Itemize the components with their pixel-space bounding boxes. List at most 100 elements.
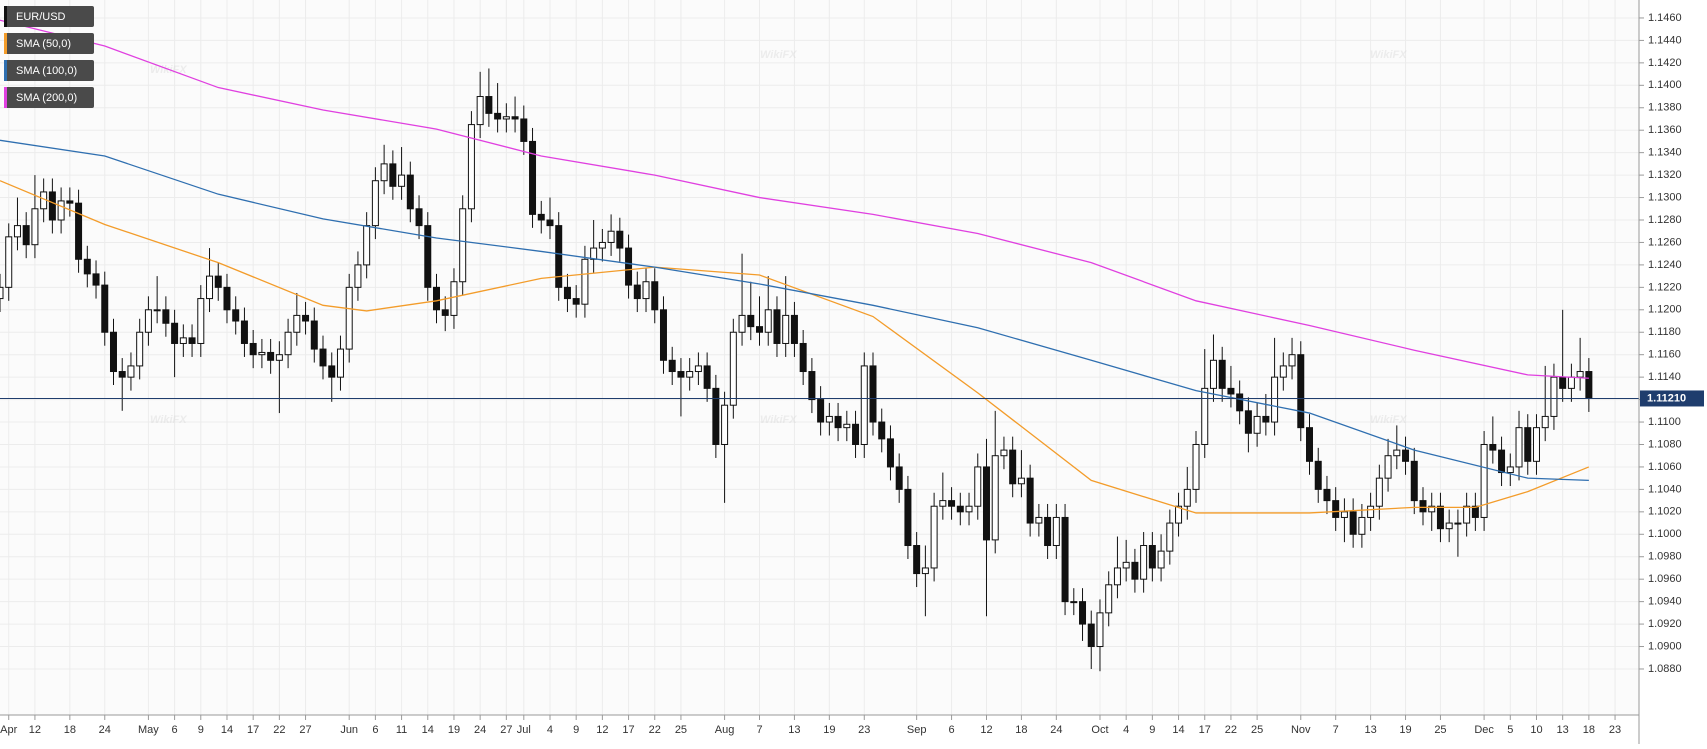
candle-body xyxy=(747,314,755,328)
candle-body xyxy=(921,567,929,575)
candle-body xyxy=(991,455,999,541)
candle-body xyxy=(651,281,659,311)
y-tick-label: 1.0900 xyxy=(1648,640,1682,652)
candle-body xyxy=(101,284,109,333)
candle-body xyxy=(1323,488,1331,502)
candle-body xyxy=(677,371,685,378)
candle-body xyxy=(336,348,344,378)
y-tick-label: 1.1460 xyxy=(1648,12,1682,24)
candle-body xyxy=(1375,477,1383,507)
candle-body xyxy=(1244,410,1252,434)
candle-body xyxy=(441,309,449,316)
y-tick-label: 1.1440 xyxy=(1648,34,1682,46)
candle-body xyxy=(1306,427,1313,462)
candle-body xyxy=(293,314,301,333)
x-tick-label: 25 xyxy=(675,724,687,736)
y-tick-label: 1.0920 xyxy=(1648,618,1682,630)
candle-body xyxy=(659,309,667,361)
candle-body xyxy=(1026,477,1034,524)
x-tick-label: 22 xyxy=(1225,724,1237,736)
candle-body xyxy=(642,281,650,300)
x-tick-label: 23 xyxy=(858,724,870,736)
x-tick-label: 24 xyxy=(1050,724,1062,736)
candle-body xyxy=(520,118,528,142)
x-tick-label: 6 xyxy=(172,724,178,736)
x-tick-label: 19 xyxy=(1399,724,1411,736)
candle-body xyxy=(1393,449,1401,457)
candle-body xyxy=(1480,443,1488,518)
candle-body xyxy=(328,365,336,378)
x-tick-label: Apr xyxy=(0,724,17,736)
y-tick-label: 1.1180 xyxy=(1648,326,1681,338)
candle-body xyxy=(1035,516,1043,524)
x-tick-label: 23 xyxy=(1609,724,1621,736)
candle-body xyxy=(214,275,222,288)
candle-body xyxy=(1061,516,1069,603)
y-tick-label: 1.0980 xyxy=(1648,551,1682,563)
y-tick-label: 1.1020 xyxy=(1648,506,1682,518)
x-tick-label: 4 xyxy=(1123,724,1129,736)
candle-body xyxy=(415,208,423,227)
candle-body xyxy=(1550,376,1558,417)
candle-body xyxy=(1096,612,1104,648)
candle-body xyxy=(83,258,91,275)
x-tick-label: 13 xyxy=(1557,724,1569,736)
y-tick-label: 1.0960 xyxy=(1648,573,1682,585)
candle-body xyxy=(92,273,100,286)
candle-body xyxy=(109,331,117,373)
x-tick-label: Sep xyxy=(907,724,927,736)
sma-line xyxy=(0,180,1590,514)
candle-body xyxy=(694,365,702,373)
candle-body xyxy=(668,359,676,373)
candle-body xyxy=(162,309,170,324)
x-tick-label: 5 xyxy=(1507,724,1513,736)
candle-body xyxy=(1271,376,1279,423)
candle-body xyxy=(607,230,615,243)
plot xyxy=(0,19,1639,672)
sma-line xyxy=(0,139,1589,482)
x-tick-label: 13 xyxy=(788,724,800,736)
candle-body xyxy=(852,423,860,445)
y-tick-label: 1.1420 xyxy=(1648,57,1682,69)
candle-body xyxy=(738,314,746,333)
candle-body xyxy=(13,225,21,238)
candle-body xyxy=(1262,415,1270,423)
x-tick-label: 27 xyxy=(500,724,512,736)
candle-body xyxy=(223,286,231,311)
sma-line xyxy=(0,19,1589,379)
candle-body xyxy=(817,399,825,423)
candle-body xyxy=(1279,365,1287,378)
candle-body xyxy=(563,286,571,300)
candle-body xyxy=(1498,449,1506,474)
candle-body xyxy=(982,466,990,541)
legend-swatch xyxy=(4,87,7,108)
candle-body xyxy=(956,505,964,513)
y-tick-label: 1.1300 xyxy=(1648,191,1682,203)
candle-body xyxy=(1454,522,1462,525)
candle-body xyxy=(572,298,580,305)
x-tick-label: 27 xyxy=(299,724,311,736)
candle-body xyxy=(433,286,440,311)
candle-body xyxy=(555,225,563,288)
candle-body xyxy=(782,314,790,344)
y-tick-label: 1.1140 xyxy=(1648,371,1681,383)
candle-body xyxy=(1297,354,1305,429)
candle-body xyxy=(345,286,353,350)
candle-body xyxy=(319,348,327,367)
candle-body xyxy=(1384,455,1392,479)
y-tick-label: 1.1280 xyxy=(1648,214,1682,226)
x-tick-label: 12 xyxy=(596,724,608,736)
candle-body xyxy=(450,281,458,316)
candle-body xyxy=(799,342,807,373)
x-tick-label: May xyxy=(138,724,159,736)
candle-body xyxy=(22,225,30,246)
candle-body xyxy=(1209,359,1217,389)
candle-body xyxy=(371,180,379,227)
candle-body xyxy=(1079,601,1087,625)
x-tick-label: 7 xyxy=(756,724,762,736)
candle-body xyxy=(860,365,868,445)
candle-body xyxy=(1532,427,1540,462)
last-price-tag xyxy=(1640,390,1704,407)
